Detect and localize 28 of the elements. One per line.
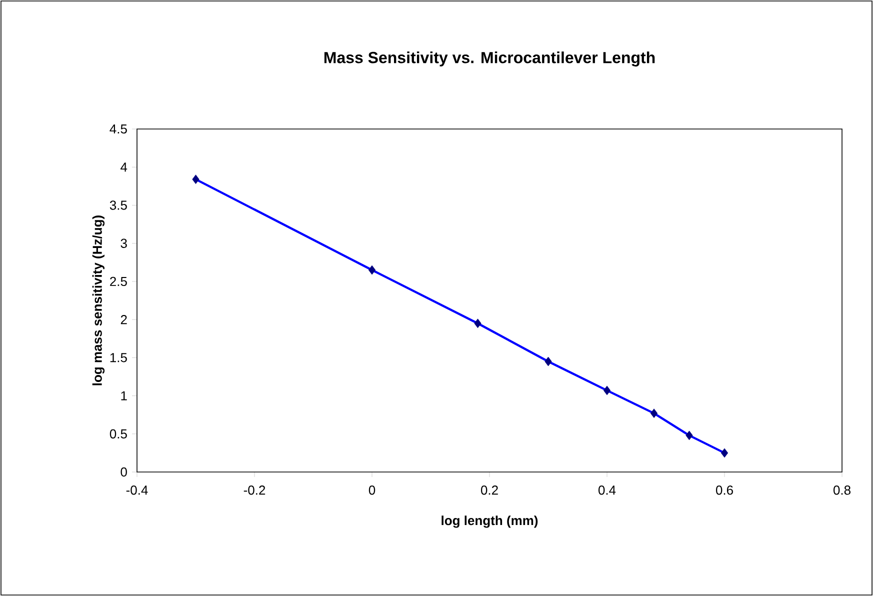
- y-tick-label: 0.5: [110, 429, 127, 438]
- point: [686, 430, 693, 440]
- y-tick-label: 4.5: [110, 124, 127, 134]
- chart-title: Mass Sensitivity vs. Microcantilever Length: [324, 52, 655, 66]
- point: [603, 386, 611, 396]
- point: [544, 356, 552, 366]
- y-tick-label: 4: [120, 162, 128, 172]
- y-tick-label: 2: [120, 315, 127, 324]
- y-tick-label: 2.5: [110, 276, 127, 286]
- x-tick-label: 0: [368, 486, 376, 495]
- x-tick-label: -0.2: [244, 486, 266, 495]
- point: [368, 265, 376, 275]
- x-tick-label: 0.2: [480, 486, 498, 495]
- x-tick-label: 0.6: [716, 486, 733, 495]
- y-tick-label: 0: [120, 467, 127, 477]
- y-tick-label: 3: [120, 238, 127, 248]
- y-tick-label: 1: [121, 391, 127, 400]
- point: [192, 174, 200, 184]
- point: [474, 318, 482, 328]
- y-axis-title: log mass sensitivity (Hz/ug): [92, 216, 105, 386]
- x-axis-title: log length (mm): [442, 516, 538, 528]
- point: [720, 448, 728, 458]
- y-tick-label: 3.5: [110, 200, 127, 210]
- point: [650, 408, 658, 418]
- x-tick-label: -0.4: [126, 486, 148, 495]
- y-tick-label: 1.5: [110, 353, 127, 362]
- x-tick-label: 0.4: [598, 486, 616, 495]
- x-tick-label: 0.8: [833, 486, 850, 495]
